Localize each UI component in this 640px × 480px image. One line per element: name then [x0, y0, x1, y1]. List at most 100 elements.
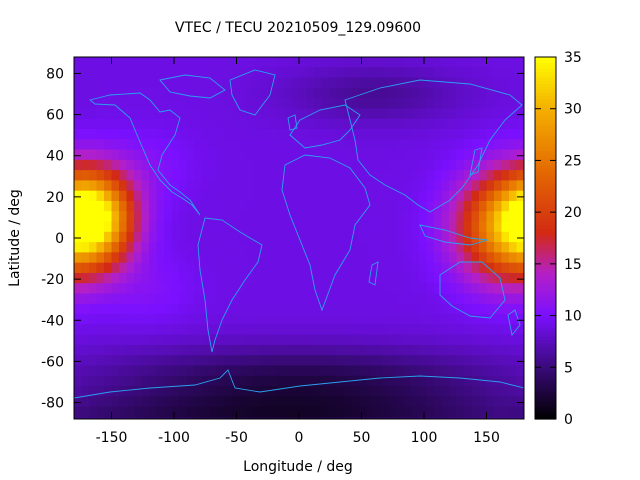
heatmap-cell	[201, 272, 210, 284]
heatmap-cell	[321, 386, 330, 397]
y-tick-label: 20	[46, 190, 64, 206]
heatmap-cell	[239, 334, 248, 346]
heatmap-cell	[156, 386, 165, 397]
heatmap-cell	[179, 344, 188, 356]
heatmap-cell	[126, 272, 135, 284]
heatmap-cell	[321, 139, 330, 151]
heatmap-cell	[246, 200, 255, 212]
heatmap-cell	[149, 375, 158, 387]
heatmap-cell	[321, 231, 330, 243]
heatmap-cell	[314, 231, 323, 243]
heatmap-cell	[171, 77, 180, 89]
heatmap-cell	[201, 57, 210, 68]
heatmap-cell	[299, 98, 308, 110]
heatmap-cell	[486, 242, 495, 253]
heatmap-cell	[411, 416, 420, 419]
heatmap-cell	[306, 303, 315, 315]
heatmap-cell	[516, 324, 524, 336]
heatmap-cell	[486, 355, 495, 367]
heatmap-cell	[134, 190, 143, 202]
heatmap-cell	[434, 262, 443, 274]
heatmap-cell	[104, 159, 113, 171]
colorbar-swatch	[535, 283, 556, 287]
heatmap-cell	[381, 118, 390, 130]
heatmap-cell	[74, 159, 83, 171]
heatmap-cell	[134, 159, 143, 171]
heatmap-cell	[366, 180, 375, 192]
heatmap-cell	[299, 406, 308, 418]
heatmap-cell	[239, 87, 248, 99]
heatmap-cell	[389, 252, 398, 264]
heatmap-cell	[306, 252, 315, 264]
heatmap-cell	[374, 272, 383, 284]
heatmap-cell	[359, 406, 368, 418]
heatmap-cell	[434, 334, 443, 346]
heatmap-cell	[216, 139, 225, 151]
x-tick-label: -150	[96, 430, 128, 446]
heatmap-cell	[306, 139, 315, 151]
heatmap-cell	[276, 108, 285, 120]
heatmap-cell	[351, 87, 360, 99]
heatmap-cell	[404, 314, 413, 325]
heatmap-cell	[194, 149, 203, 161]
heatmap-cell	[314, 170, 323, 182]
colorbar-swatch	[535, 292, 556, 296]
heatmap-cell	[344, 272, 353, 284]
heatmap-cell	[276, 386, 285, 397]
heatmap-cell	[501, 149, 510, 161]
heatmap-cell	[464, 87, 473, 99]
colorbar-swatch	[535, 319, 556, 324]
heatmap-cell	[516, 108, 524, 120]
heatmap-cell	[404, 344, 413, 356]
colorbar-swatch	[535, 259, 556, 263]
heatmap-cell	[486, 272, 495, 284]
heatmap-cell	[201, 365, 210, 377]
coastline-madagascar	[368, 261, 379, 286]
heatmap-cell	[456, 231, 465, 243]
heatmap-cell	[81, 211, 90, 223]
heatmap-cell	[419, 170, 428, 182]
heatmap-cell	[119, 77, 128, 89]
heatmap-cell	[516, 365, 524, 377]
heatmap-cell	[209, 293, 218, 305]
heatmap-cell	[381, 77, 390, 89]
colorbar-swatch	[535, 222, 556, 227]
heatmap-cell	[201, 386, 210, 397]
heatmap-cell	[314, 355, 323, 367]
heatmap-cell	[164, 139, 173, 151]
heatmap-cell	[486, 128, 495, 140]
heatmap-cell	[209, 159, 218, 171]
heatmap-cell	[306, 283, 315, 295]
heatmap-cell	[171, 396, 180, 408]
heatmap-cell	[164, 231, 173, 243]
heatmap-cell	[396, 272, 405, 284]
heatmap-cell	[336, 416, 345, 419]
heatmap-cell	[201, 334, 210, 346]
x-tick-label: 0	[295, 430, 304, 446]
heatmap-cell	[231, 118, 240, 130]
heatmap-cell	[441, 57, 450, 68]
heatmap-cell	[351, 159, 360, 171]
heatmap-cell	[374, 67, 383, 79]
heatmap-cell	[441, 375, 450, 387]
heatmap-cell	[306, 87, 315, 99]
heatmap-cell	[171, 272, 180, 284]
colorbar-swatch	[535, 247, 556, 251]
heatmap-cell	[179, 118, 188, 130]
heatmap-cell	[104, 303, 113, 315]
heatmap-cell	[119, 344, 128, 356]
colorbar-swatch	[535, 268, 556, 272]
heatmap-cell	[381, 211, 390, 223]
colorbar-swatch	[535, 195, 556, 200]
heatmap-cell	[246, 324, 255, 336]
heatmap-cell	[171, 344, 180, 356]
heatmap-cell	[261, 221, 270, 233]
heatmap-cell	[486, 314, 495, 325]
colorbar-swatch	[535, 274, 556, 278]
heatmap-cell	[239, 242, 248, 253]
colorbar-swatch	[535, 289, 556, 293]
heatmap-cell	[359, 375, 368, 387]
heatmap-cell	[179, 211, 188, 223]
heatmap-cell	[389, 221, 398, 233]
